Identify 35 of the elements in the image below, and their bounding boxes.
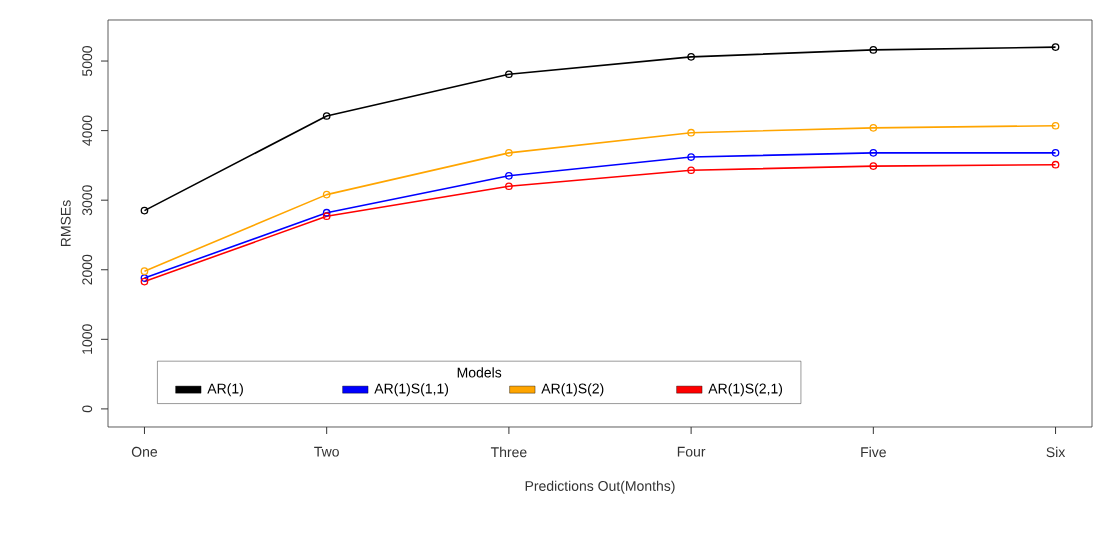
legend-label: AR(1) xyxy=(207,383,243,397)
legend-label: AR(1)S(2) xyxy=(541,383,604,397)
x-tick-label: Three xyxy=(490,446,527,458)
point xyxy=(687,153,695,161)
point xyxy=(322,212,331,221)
point xyxy=(869,149,878,157)
x-tick-label: Four xyxy=(677,446,706,457)
x-tick-label: One xyxy=(131,446,158,457)
point xyxy=(869,123,878,132)
y-tick-label: 4000 xyxy=(82,115,93,146)
point xyxy=(322,208,331,217)
y-tick-label: 0 xyxy=(82,405,93,413)
y-tick-label: 3000 xyxy=(82,185,93,216)
point xyxy=(322,190,331,199)
legend-label: AR(1)S(2,1) xyxy=(708,383,783,397)
point xyxy=(869,162,878,170)
x-tick-label: Two xyxy=(314,446,339,457)
y-tick-label: 5000 xyxy=(82,46,93,77)
legend-title: Models xyxy=(457,367,502,378)
x-tick-label: Five xyxy=(861,446,886,458)
y-tick-label: 1000 xyxy=(82,324,93,354)
legend-label: AR(1)S(1,1) xyxy=(374,383,449,397)
point xyxy=(687,128,695,137)
x-tick-label: Six xyxy=(1046,446,1066,458)
x-axis-title: Predictions Out(Months) xyxy=(525,480,675,494)
point xyxy=(505,70,513,79)
point xyxy=(687,53,695,61)
point xyxy=(505,171,513,180)
point xyxy=(505,182,513,191)
y-axis-title: RMSEs xyxy=(60,200,71,247)
point xyxy=(322,112,331,120)
point xyxy=(869,46,878,54)
y-tick-label: 2000 xyxy=(82,254,93,285)
point xyxy=(687,166,695,175)
point xyxy=(505,149,513,157)
